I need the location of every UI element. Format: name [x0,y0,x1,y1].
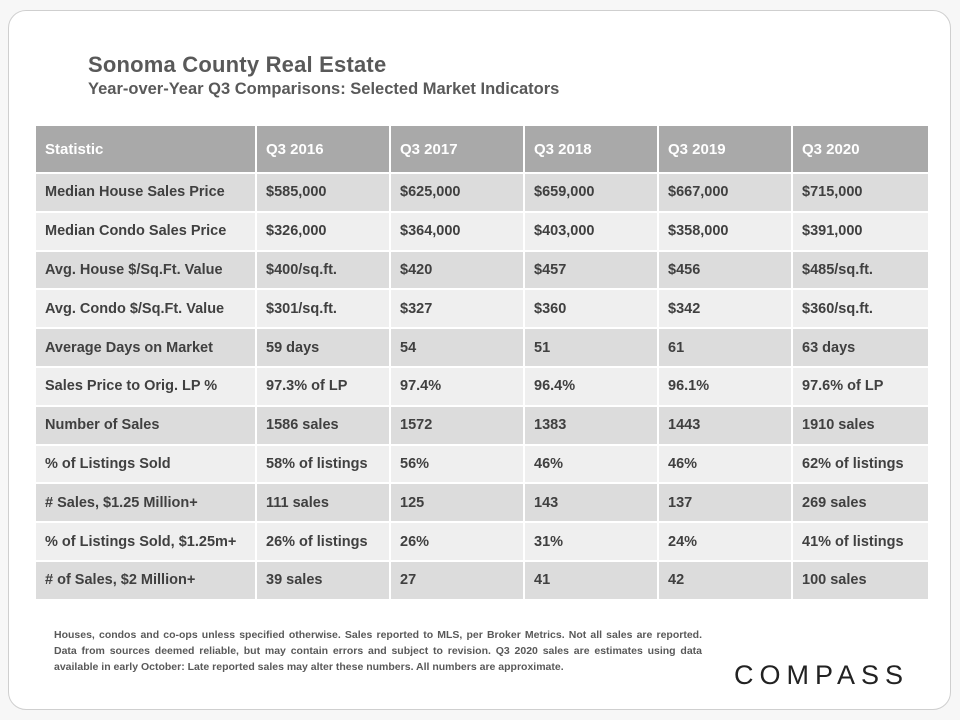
table-cell: 143 [524,482,659,523]
table-cell: $364,000 [390,210,525,251]
table-row: Average Days on Market 59 days 54 51 61 … [36,327,928,367]
table-row: Sales Price to Orig. LP % 97.3% of LP 97… [36,365,928,406]
row-label: Median Condo Sales Price [36,210,257,251]
table-cell: 97.4% [390,365,525,406]
table-cell: 31% [524,521,659,561]
table-cell: $485/sq.ft. [792,249,928,290]
table-cell: 111 sales [256,482,391,523]
table-cell: $585,000 [256,172,391,212]
column-header: Q3 2016 [256,126,391,173]
table-cell: 46% [524,443,659,484]
column-header: Q3 2020 [792,126,928,173]
table-cell: 59 days [256,327,391,367]
row-label: Median House Sales Price [36,172,257,212]
table-cell: $358,000 [658,210,793,251]
table-cell: 46% [658,443,793,484]
table-cell: $301/sq.ft. [256,288,391,329]
table-cell: 96.1% [658,365,793,406]
table-cell: $659,000 [524,172,659,212]
row-label: # of Sales, $2 Million+ [36,559,257,599]
table-row: % of Listings Sold, $1.25m+ 26% of listi… [36,521,928,561]
table-cell: 97.6% of LP [792,365,928,406]
row-label: Avg. House $/Sq.Ft. Value [36,249,257,290]
column-header: Q3 2018 [524,126,659,173]
table-cell: 51 [524,327,659,367]
table-cell: 39 sales [256,559,391,599]
table-cell: 97.3% of LP [256,365,391,406]
table-cell: 1910 sales [792,404,928,445]
table-cell: 100 sales [792,559,928,599]
table-cell: 41 [524,559,659,599]
table-cell: $625,000 [390,172,525,212]
market-indicators-table: Statistic Q3 2016 Q3 2017 Q3 2018 Q3 201… [36,126,928,599]
table-cell: $360/sq.ft. [792,288,928,329]
table-cell: 96.4% [524,365,659,406]
table-cell: 41% of listings [792,521,928,561]
table-cell: $360 [524,288,659,329]
table-cell: $403,000 [524,210,659,251]
column-header: Statistic [36,126,257,173]
table-row: Avg. Condo $/Sq.Ft. Value $301/sq.ft. $3… [36,288,928,329]
table-header-row: Statistic Q3 2016 Q3 2017 Q3 2018 Q3 201… [36,126,928,173]
table-cell: $326,000 [256,210,391,251]
row-label: Average Days on Market [36,327,257,367]
table-cell: $391,000 [792,210,928,251]
table-cell: 58% of listings [256,443,391,484]
row-label: % of Listings Sold, $1.25m+ [36,521,257,561]
table-cell: 1443 [658,404,793,445]
table-cell: $400/sq.ft. [256,249,391,290]
column-header: Q3 2019 [658,126,793,173]
table-row: Number of Sales 1586 sales 1572 1383 144… [36,404,928,445]
table-cell: $456 [658,249,793,290]
table-cell: $715,000 [792,172,928,212]
table-cell: 1383 [524,404,659,445]
table-row: Median House Sales Price $585,000 $625,0… [36,172,928,212]
table-row: Avg. House $/Sq.Ft. Value $400/sq.ft. $4… [36,249,928,290]
table-row: # of Sales, $2 Million+ 39 sales 27 41 4… [36,559,928,599]
table-cell: 42 [658,559,793,599]
table-cell: 137 [658,482,793,523]
row-label: # Sales, $1.25 Million+ [36,482,257,523]
table-cell: 1572 [390,404,525,445]
compass-logo: COMPASS [734,660,910,690]
table-cell: 1586 sales [256,404,391,445]
table-cell: 26% of listings [256,521,391,561]
table-cell: 27 [390,559,525,599]
page-subtitle: Year-over-Year Q3 Comparisons: Selected … [88,80,560,98]
row-label: Avg. Condo $/Sq.Ft. Value [36,288,257,329]
table-cell: 56% [390,443,525,484]
table-row: # Sales, $1.25 Million+ 111 sales 125 14… [36,482,928,523]
table-row: % of Listings Sold 58% of listings 56% 4… [36,443,928,484]
footnote: Houses, condos and co-ops unless specifi… [54,629,702,673]
table-cell: 24% [658,521,793,561]
table-cell: 125 [390,482,525,523]
table-cell: 62% of listings [792,443,928,484]
row-label: % of Listings Sold [36,443,257,484]
table-cell: 26% [390,521,525,561]
table-cell: 63 days [792,327,928,367]
table-cell: $667,000 [658,172,793,212]
table-cell: $342 [658,288,793,329]
table-cell: $420 [390,249,525,290]
row-label: Sales Price to Orig. LP % [36,365,257,406]
row-label: Number of Sales [36,404,257,445]
table-cell: $327 [390,288,525,329]
table-cell: 269 sales [792,482,928,523]
table-row: Median Condo Sales Price $326,000 $364,0… [36,210,928,251]
table-cell: $457 [524,249,659,290]
table-cell: 61 [658,327,793,367]
page-title: Sonoma County Real Estate [88,52,387,77]
column-header: Q3 2017 [390,126,525,173]
table-cell: 54 [390,327,525,367]
